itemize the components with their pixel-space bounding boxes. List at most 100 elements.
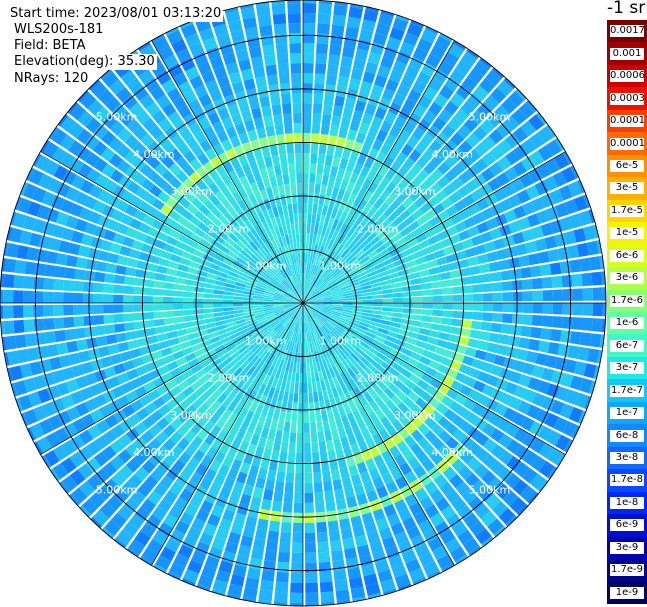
range-gate: [160, 224, 173, 235]
range-gate: [369, 540, 384, 554]
range-gate: [372, 339, 384, 348]
range-gate: [372, 310, 383, 315]
range-gate: [326, 262, 335, 272]
range-gate: [193, 286, 205, 293]
range-gate: [409, 325, 421, 334]
range-gate: [470, 188, 485, 202]
range-gate: [179, 398, 192, 411]
range-gate: [381, 88, 395, 102]
colorbar-label: 1e-5: [610, 227, 644, 240]
range-gate: [240, 330, 252, 338]
range-gate: [257, 436, 267, 448]
range-gate: [433, 371, 446, 382]
range-gate: [395, 389, 408, 402]
range-gate: [100, 147, 116, 162]
range-gate: [387, 513, 401, 527]
range-gate: [326, 346, 333, 357]
range-gate: [347, 355, 357, 365]
range-gate: [130, 377, 143, 390]
range-gate: [389, 124, 402, 138]
range-gate: [483, 94, 500, 111]
range-gate: [78, 207, 93, 221]
range-gate: [181, 251, 193, 260]
range-gate: [78, 429, 94, 445]
range-gate: [345, 26, 360, 39]
range-gate: [532, 303, 543, 314]
range-gate: [322, 299, 333, 302]
range-gate: [304, 472, 313, 483]
range-gate: [490, 428, 505, 443]
range-gate: [492, 303, 503, 312]
range-gate: [541, 276, 553, 289]
range-gate: [283, 317, 291, 327]
range-gate: [280, 338, 287, 349]
range-gate: [218, 381, 230, 393]
range-gate: [253, 300, 264, 303]
range-gate: [504, 381, 518, 395]
range-gate: [459, 420, 473, 434]
range-gate: [404, 214, 416, 226]
range-gate: [200, 339, 212, 348]
range-gate: [243, 294, 254, 298]
range-gate: [253, 298, 264, 301]
range-gate: [141, 353, 154, 364]
range-gate: [235, 256, 247, 265]
range-gate: [312, 103, 323, 114]
range-gate: [246, 172, 256, 185]
range-gate: [518, 374, 532, 388]
range-gate: [554, 233, 567, 247]
range-gate: [450, 177, 464, 191]
range-gate: [69, 451, 85, 468]
range-gate: [253, 117, 265, 130]
range-gate: [190, 409, 203, 422]
range-gate: [318, 551, 331, 563]
range-gate: [527, 491, 539, 504]
range-gate: [187, 238, 199, 249]
range-gate: [266, 230, 275, 241]
range-gate: [305, 602, 319, 606]
range-gate: [294, 492, 303, 503]
range-gate: [298, 322, 301, 333]
range-gate: [367, 424, 378, 437]
range-gate: [439, 33, 453, 43]
range-gate: [303, 43, 315, 54]
range-gate: [371, 160, 382, 173]
range-gate: [92, 200, 107, 214]
range-gate: [274, 481, 285, 492]
range-gate: [43, 318, 55, 331]
range-gate: [252, 238, 262, 249]
range-gate: [265, 267, 275, 277]
range-gate: [452, 352, 465, 363]
range-gate: [541, 315, 553, 328]
range-gate: [291, 412, 298, 423]
range-gate: [153, 239, 166, 250]
range-gate: [164, 324, 176, 333]
range-gate: [490, 203, 504, 217]
range-gate: [502, 183, 516, 197]
range-gate: [304, 283, 306, 294]
range-gate: [231, 458, 243, 472]
range-gate: [322, 304, 333, 306]
range-gate: [169, 385, 182, 398]
range-gate: [340, 179, 349, 191]
range-gate: [488, 261, 501, 272]
range-gate: [482, 312, 493, 322]
range-gate: [568, 406, 584, 423]
range-gate: [296, 303, 303, 311]
range-gate: [541, 367, 555, 382]
range-gate: [296, 295, 303, 303]
range-gate: [306, 362, 311, 373]
range-gate: [276, 288, 286, 294]
range-gate: [271, 276, 281, 285]
range-gate: [321, 114, 332, 125]
range-gate: [247, 321, 258, 328]
range-gate: [369, 400, 380, 412]
range-gate: [125, 330, 137, 341]
range-gate: [564, 359, 577, 374]
range-gate: [303, 382, 308, 393]
range-gate: [412, 296, 423, 303]
range-gate: [222, 52, 237, 66]
range-gate: [334, 579, 349, 592]
range-gate: [148, 342, 161, 353]
range-gate: [95, 335, 108, 347]
